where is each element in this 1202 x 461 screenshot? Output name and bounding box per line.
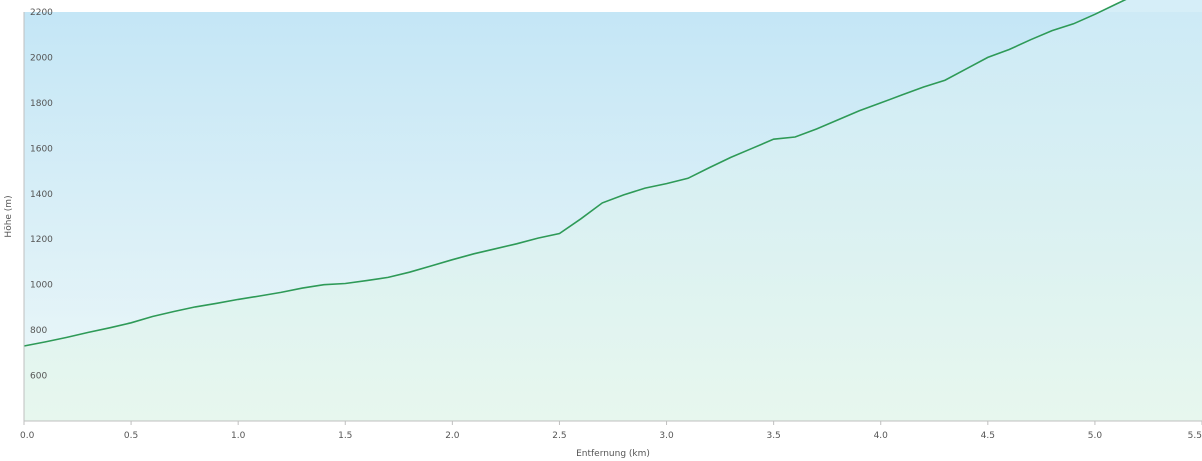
y-tick-label: 800 <box>30 326 47 336</box>
y-tick-label: 2200 <box>30 8 53 18</box>
y-tick-label: 1200 <box>30 235 53 245</box>
x-tick-label: 5.5 <box>1188 431 1202 441</box>
x-tick-label: 2.5 <box>552 431 566 441</box>
y-tick-label: 1600 <box>30 144 53 154</box>
y-tick-label: 600 <box>30 372 47 382</box>
y-tick-label: 2000 <box>30 53 53 63</box>
y-axis-ticks: 600 800 1000 1200 1400 1600 1800 2000 2200 <box>30 8 53 382</box>
y-tick-label: 1800 <box>30 99 53 109</box>
elevation-line <box>23 0 1127 347</box>
x-axis-title: Entfernung (km) <box>576 449 650 459</box>
x-tick-label: 3.5 <box>766 431 780 441</box>
x-axis-ticks: 0.0 0.5 1.0 1.5 2.0 2.5 3.0 3.5 4.0 4.5 5.0 5.5 <box>20 421 1202 441</box>
y-tick-label: 1400 <box>30 190 53 200</box>
x-tick-label: 0.5 <box>124 431 138 441</box>
y-axis-title: Höhe (m) <box>4 195 14 237</box>
x-tick-label: 0.0 <box>20 431 35 441</box>
x-tick-label: 1.0 <box>231 431 246 441</box>
x-tick-label: 2.0 <box>445 431 460 441</box>
x-tick-label: 4.5 <box>981 431 995 441</box>
x-tick-label: 4.0 <box>874 431 889 441</box>
y-tick-label: 1000 <box>30 281 53 291</box>
x-tick-label: 1.5 <box>338 431 352 441</box>
x-tick-label: 3.0 <box>659 431 674 441</box>
elevation-area <box>24 0 1202 421</box>
x-tick-label: 5.0 <box>1088 431 1103 441</box>
